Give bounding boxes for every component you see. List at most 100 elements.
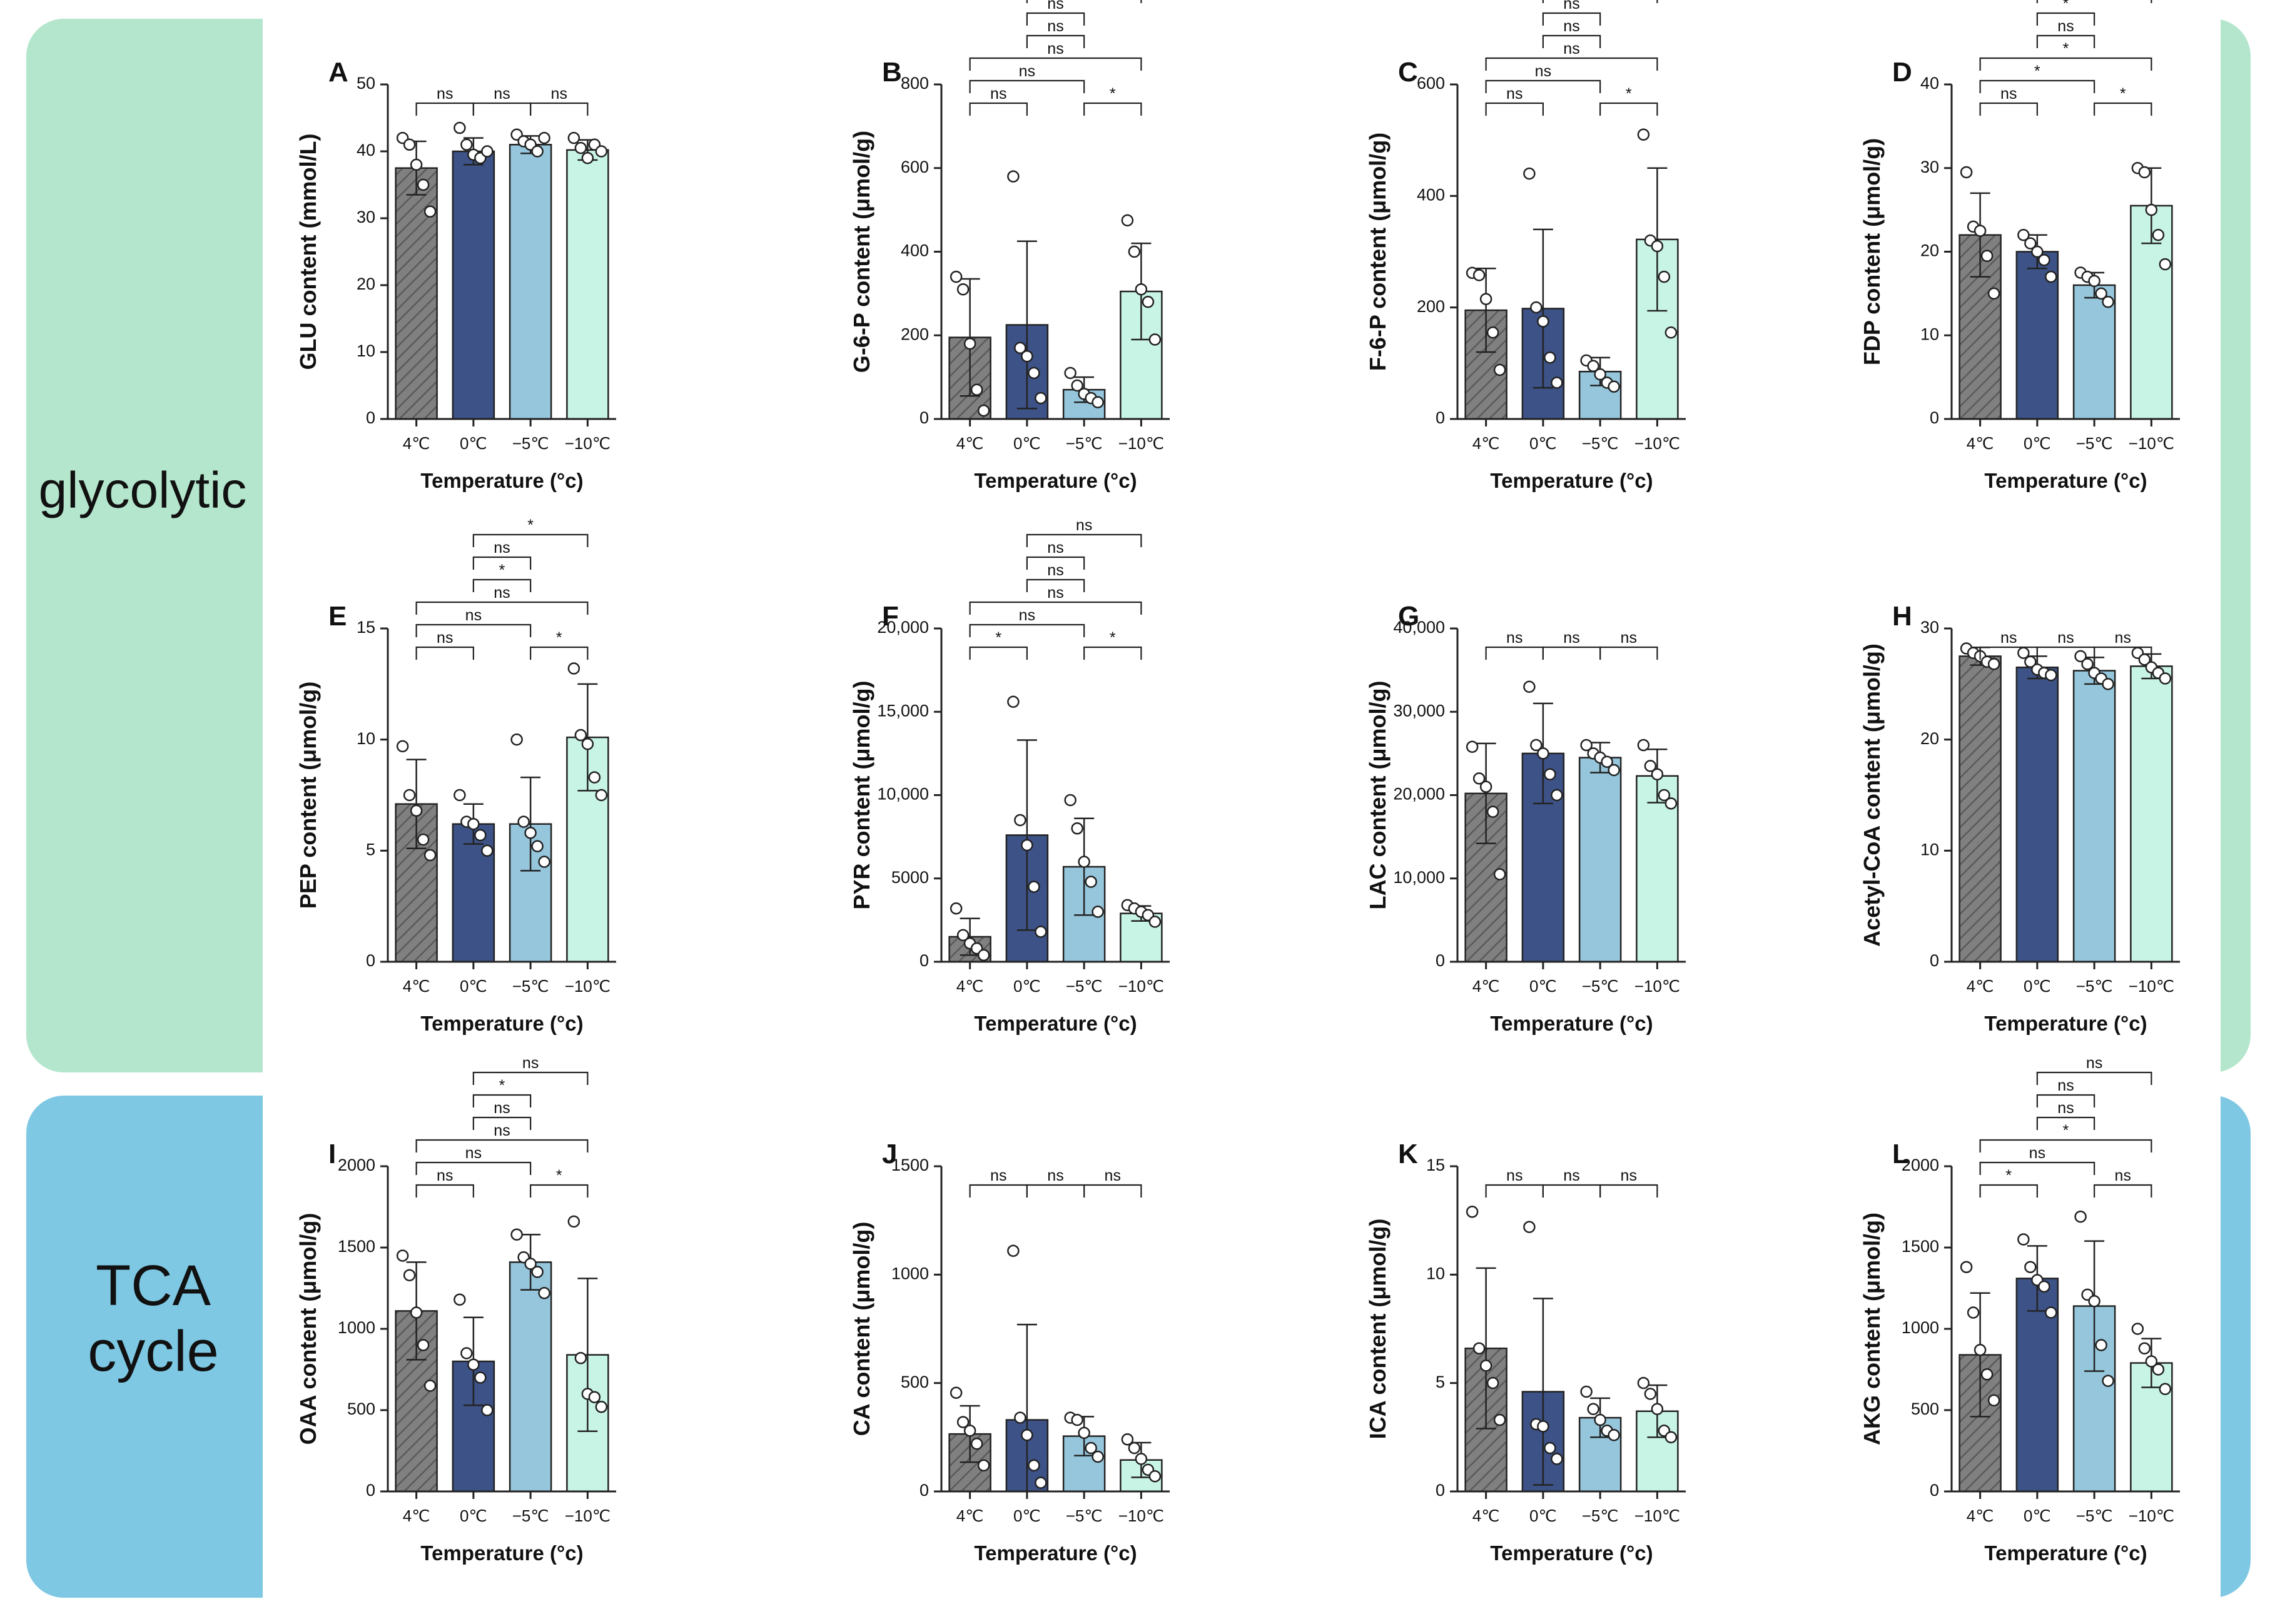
significance-bracket [1026,556,1085,570]
x-tick-label: 4℃ [1967,1506,1994,1525]
significance-label: ns [2115,1167,2131,1184]
significance-bracket [1026,34,1085,48]
y-tick-label: 0 [920,951,929,970]
data-point [2024,1261,2037,1273]
significance-label: ns [465,607,482,624]
data-point [1472,269,1486,281]
data-point [588,1391,601,1403]
x-tick-label: −10℃ [565,977,611,996]
y-tick-label: 1000 [1902,1318,1939,1337]
panel-F: F 0 5000 10,000 15,000 20,000 4℃ 0℃ −5℃ −10℃ Tempe… [849,517,1170,1035]
x-tick-label: −5℃ [2076,977,2113,996]
significance-bracket [1599,102,1658,116]
data-point [524,1258,537,1270]
significance-bracket [2036,1094,2095,1107]
significance-label: ns [990,85,1006,103]
panel-A: A 0 10 20 30 40 50 4℃ 0℃ −5℃ −10℃ Temperature (°c) G… [295,57,616,492]
data-point [1135,1453,1148,1465]
data-point [1028,880,1040,893]
x-axis-title: Temperature (°c) [974,469,1137,492]
data-point [1071,1413,1083,1426]
significance-bracket [2094,646,2152,660]
section-panel-area-glycolytic [263,19,2221,1072]
y-tick-label: 5000 [891,868,929,887]
data-point [1544,1441,1556,1455]
significance-bracket [1542,34,1601,48]
significance-bracket [1979,102,2038,116]
bar-2 [452,150,495,420]
y-tick-label: 20 [1920,241,1939,260]
panel-D: D 0 10 20 30 40 4℃ 0℃ −5℃ −10℃ Temperature (°c) FDP… [1859,0,2180,492]
data-point [963,1425,976,1437]
data-point [977,404,990,417]
significance-label: ns [2086,1054,2102,1072]
y-axis-title: AKG content (μmol/g) [1859,1213,1885,1445]
significance-label: * [556,1167,562,1184]
data-point [1637,128,1650,141]
data-point [2102,1374,2114,1387]
significance-label: ns [1047,1167,1063,1184]
significance-bracket [530,646,589,660]
significance-label: ns [494,85,510,103]
data-point [1551,376,1563,389]
data-point [423,1379,437,1392]
data-point [1664,326,1678,339]
significance-label: ns [437,629,453,647]
x-tick-label: −10℃ [565,434,611,453]
data-point [1021,839,1033,852]
y-axis-title: CA content (μmol/g) [849,1222,874,1436]
data-point [2095,1339,2107,1351]
x-tick-label: 0℃ [2024,434,2051,453]
data-point [1121,214,1134,227]
y-tick-label: 20 [1920,729,1939,748]
data-point [1960,1261,1973,1273]
panel-letter: D [1892,57,1912,88]
data-point [956,283,970,296]
x-tick-label: −10℃ [1634,1506,1680,1525]
y-tick-label: 10 [357,729,375,748]
significance-label: ns [1047,562,1063,579]
data-point [1544,768,1556,780]
data-point [1466,740,1479,753]
significance-bracket [1979,1139,2152,1152]
significance-bracket [1979,57,2152,71]
x-tick-label: −5℃ [1582,1506,1619,1525]
data-point [2102,678,2114,690]
x-tick-label: −5℃ [512,434,549,453]
data-point [574,141,587,154]
data-point [517,815,530,828]
panel-L: L 0 500 1000 1500 2000 4℃ 0℃ −5℃ −10℃ Temperature … [1859,1054,2180,1565]
x-tick-label: 4℃ [1472,977,1500,996]
significance-bracket [415,1139,589,1152]
data-point [1530,739,1543,752]
data-point [2024,655,2037,668]
significance-bracket [472,556,532,570]
significance-label: ns [1563,1167,1579,1184]
panel-C: C 0 200 400 600 4℃ 0℃ −5℃ −10℃ Temperature (°c) F-… [1365,0,1686,492]
x-tick-label: 4℃ [403,1506,430,1525]
data-point [1980,250,1994,262]
x-tick-label: −5℃ [2076,1506,2113,1525]
data-point [538,131,550,144]
data-point [1608,1429,1620,1441]
data-point [531,840,544,852]
significance-bracket [530,102,589,116]
data-point [963,337,976,350]
significance-label: ns [2000,85,2017,103]
data-point [1035,925,1047,938]
significance-bracket [2094,1184,2152,1198]
significance-bracket [2094,102,2152,116]
significance-label: ns [465,1144,482,1162]
y-tick-label: 200 [1417,297,1445,316]
panel-letter: J [882,1139,897,1169]
data-point [396,740,409,753]
data-point [1967,1306,1980,1319]
data-point [1479,1359,1492,1372]
data-point [2138,653,2151,666]
significance-label: ns [494,539,510,557]
significance-bracket [1542,12,1601,26]
data-point [2045,1306,2057,1319]
data-point [2045,270,2057,283]
data-point [1523,1221,1536,1233]
significance-label: ns [1019,607,1035,624]
